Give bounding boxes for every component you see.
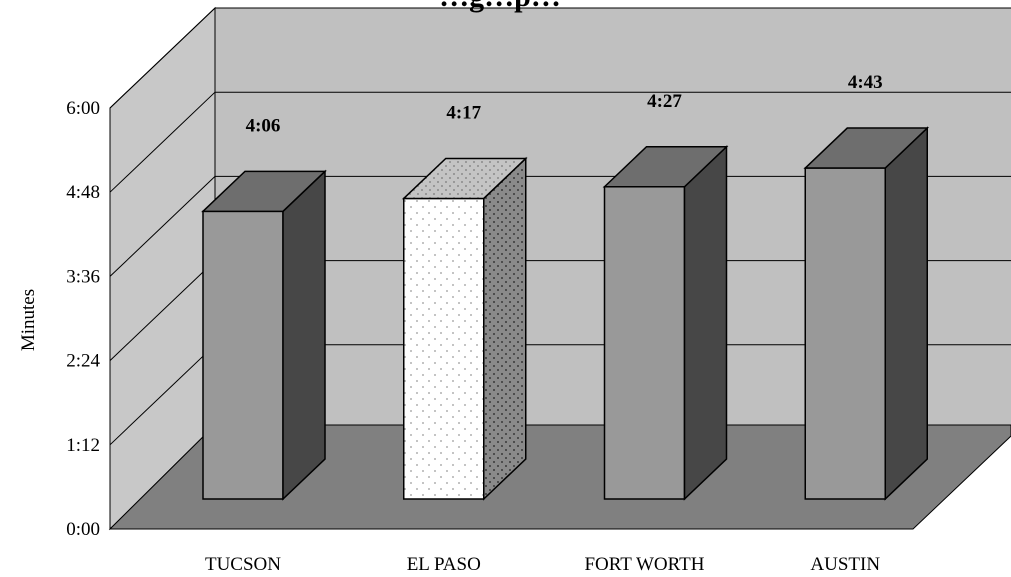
x-category-label: FORT WORTH: [584, 554, 704, 575]
bar-el-paso: [401, 156, 528, 501]
bars: [201, 126, 930, 501]
bar-austin: [803, 126, 930, 501]
y-tick-label: 4:48: [66, 182, 100, 203]
y-tick-label: 1:12: [66, 435, 100, 456]
bar-side: [282, 169, 326, 501]
gridline-side: [109, 7, 216, 109]
data-label: 4:27: [647, 91, 682, 112]
gridline-side: [109, 91, 216, 193]
data-labels: 4:06 4:17 4:27 4:43: [246, 72, 883, 136]
x-axis-categories: TUCSON EL PASO FORT WORTH AUSTIN: [205, 554, 880, 575]
gridline-side: [109, 176, 216, 277]
bar-top: [602, 146, 729, 188]
floor: [108, 424, 1011, 530]
y-axis-label: Minutes: [18, 289, 39, 351]
x-category-label: EL PASO: [407, 554, 481, 575]
data-label: 4:17: [446, 102, 481, 123]
bar-fort-worth: [602, 145, 729, 501]
bar-front: [804, 167, 886, 500]
data-label: 4:43: [848, 72, 883, 93]
bar-top: [201, 170, 327, 213]
x-category-label: AUSTIN: [810, 554, 880, 575]
y-tick-label: 0:00: [66, 519, 100, 540]
y-tick-label: 2:24: [66, 351, 100, 372]
bar-tucson: [201, 169, 327, 501]
data-label: 4:06: [246, 115, 281, 136]
bar-side: [483, 156, 527, 501]
y-tick-label: 6:00: [66, 98, 100, 119]
bar-side: [683, 145, 728, 501]
bar-front: [603, 186, 686, 500]
bar-top: [401, 157, 528, 200]
gridline-side: [109, 260, 216, 361]
bar-front: [403, 197, 485, 500]
bar-side: [884, 126, 928, 501]
bar-top: [803, 127, 930, 169]
chart-title: …g…p…: [439, 0, 561, 13]
y-tick-label: 3:36: [66, 266, 100, 287]
y-axis-ticks: 0:00 1:12 2:24 3:36 4:48 6:00: [66, 98, 100, 540]
bar-front: [202, 210, 284, 500]
x-category-label: TUCSON: [205, 554, 281, 575]
gridline-side: [109, 344, 216, 446]
